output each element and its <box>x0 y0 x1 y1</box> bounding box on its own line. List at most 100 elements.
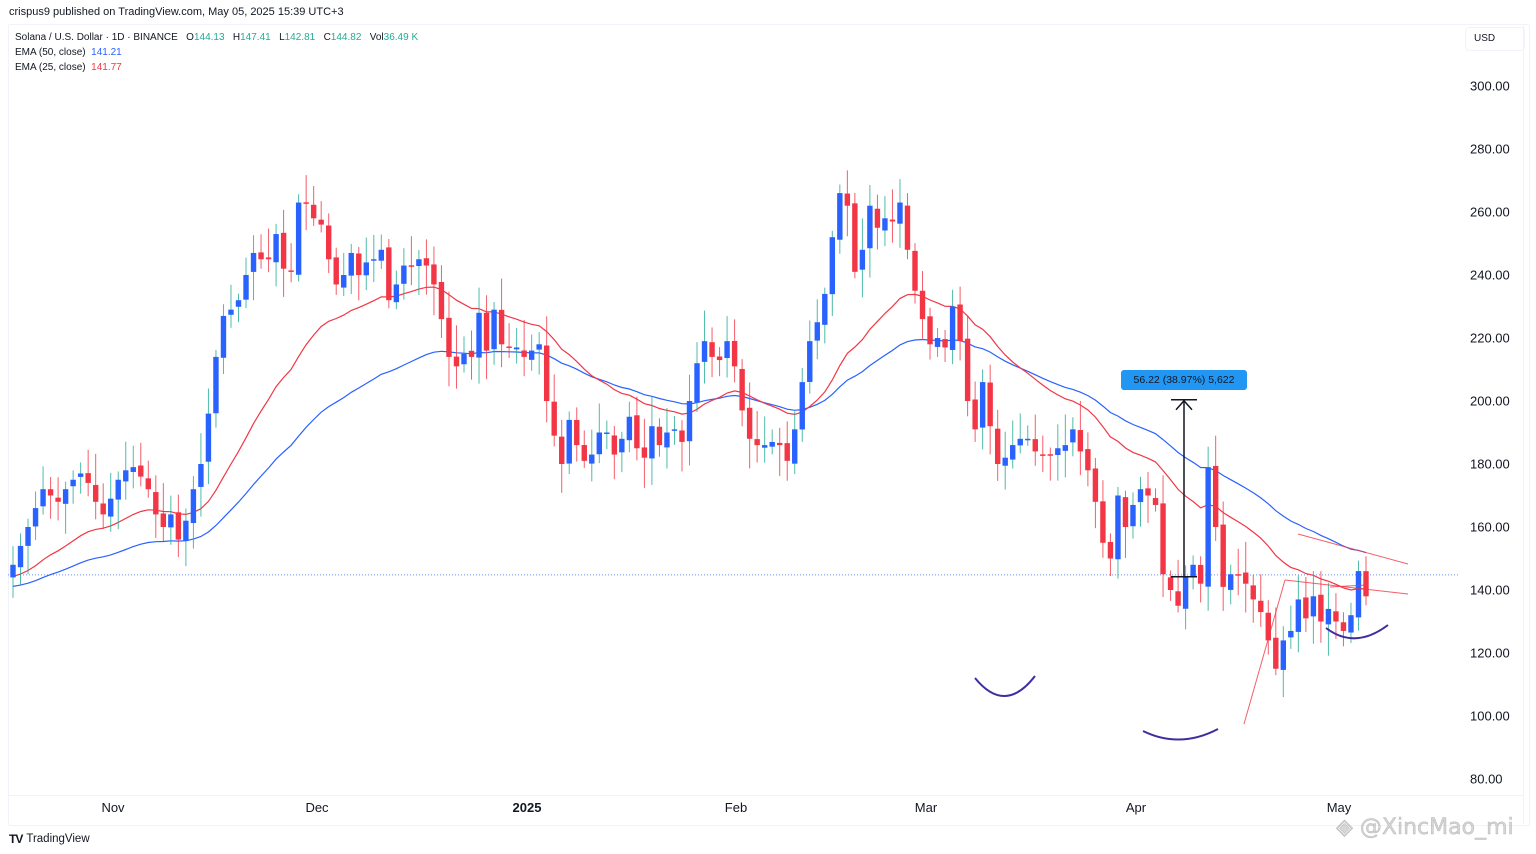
candle-body <box>1318 594 1324 622</box>
chart-frame <box>8 24 1530 826</box>
pennant-upper-line <box>1297 533 1409 565</box>
candle-body <box>777 442 783 446</box>
candle-body <box>160 513 167 527</box>
breakout-trendline <box>1243 579 1286 725</box>
candle-body <box>649 426 655 459</box>
candle-body <box>882 218 888 231</box>
candle-body <box>792 429 798 464</box>
high-value: 147.41 <box>240 32 271 43</box>
candle-body <box>1228 574 1234 590</box>
candle-body <box>1243 572 1249 584</box>
candle-body <box>1310 596 1317 617</box>
candle-body <box>784 443 790 461</box>
price-tick-label: 200.00 <box>1470 393 1510 409</box>
candle-body <box>1152 498 1159 505</box>
legend-ema50-row[interactable]: EMA (50, close) 141.21 <box>15 45 418 60</box>
candle-body <box>183 520 189 542</box>
candle-body <box>1002 457 1008 466</box>
price-tick-label: 260.00 <box>1470 204 1510 220</box>
candle-body <box>363 262 369 276</box>
candle-body <box>927 316 933 345</box>
ema50-value: 141.21 <box>91 47 122 58</box>
publisher-caption: crispus9 published on TradingView.com, M… <box>9 6 344 18</box>
candle-body <box>799 382 805 430</box>
candle-body <box>521 350 527 357</box>
candle-body <box>949 306 956 350</box>
candle-body <box>574 419 580 446</box>
time-tick-label: Apr <box>1125 800 1147 815</box>
candle-body <box>1258 600 1264 613</box>
candle-body <box>912 250 918 291</box>
candle-body <box>326 225 332 260</box>
candle-body <box>438 282 445 320</box>
candle-body <box>1092 468 1099 502</box>
candle-body <box>228 309 234 315</box>
candle-body <box>213 356 219 414</box>
candle-body <box>153 492 159 515</box>
candle-body <box>867 205 873 249</box>
candle-body <box>1280 640 1287 670</box>
candle-body <box>468 350 475 357</box>
candle-body <box>190 489 197 524</box>
candle-body <box>1235 574 1241 576</box>
candle-body <box>1137 489 1144 503</box>
candle-body <box>746 407 753 439</box>
candle-body <box>491 309 497 350</box>
candle-body <box>656 426 663 446</box>
candle-body <box>483 312 490 351</box>
candle-body <box>348 252 354 276</box>
candle-body <box>761 445 768 448</box>
candle-body <box>1032 439 1038 452</box>
currency-button[interactable]: USD <box>1465 27 1525 51</box>
candle-body <box>852 203 858 272</box>
candle-body <box>589 454 595 464</box>
candle-body <box>446 317 452 357</box>
time-tick-label: Mar <box>914 800 938 815</box>
time-axis[interactable] <box>8 795 1523 824</box>
candle-body <box>1197 564 1204 584</box>
candle-body <box>401 265 407 284</box>
low-label: L <box>279 32 285 43</box>
candle-body <box>559 436 565 464</box>
candle-body <box>100 503 106 515</box>
price-tick-label: 100.00 <box>1470 708 1510 724</box>
candle-body <box>498 309 505 345</box>
candle-body <box>265 257 272 260</box>
candle-body <box>528 350 535 360</box>
head-arc <box>1142 728 1219 741</box>
candle-body <box>1115 495 1121 560</box>
watermark: ◈ @XincMao_mi <box>1336 815 1514 841</box>
candle-body <box>123 470 129 482</box>
candle-body <box>1107 541 1114 559</box>
time-tick-label: Nov <box>101 800 125 815</box>
candle-body <box>694 363 700 403</box>
candle-body <box>671 429 678 431</box>
candle-body <box>987 382 993 427</box>
legend-ema25-row[interactable]: EMA (25, close) 141.77 <box>15 60 418 75</box>
candle-body <box>138 465 144 477</box>
symbol-title[interactable]: Solana / U.S. Dollar · 1D · BINANCE <box>15 32 178 43</box>
candle-body <box>664 432 670 448</box>
candle-body <box>724 341 730 358</box>
candle-body <box>145 478 151 490</box>
candle-body <box>679 430 685 442</box>
price-tick-label: 120.00 <box>1470 645 1510 661</box>
candle-body <box>85 473 91 483</box>
candle-body <box>1325 608 1332 625</box>
candle-body <box>235 300 242 307</box>
tradingview-logo[interactable]: TV TradingView <box>9 832 90 846</box>
candle-body <box>739 368 745 411</box>
candle-body <box>1160 503 1166 575</box>
candle-body <box>25 527 31 546</box>
price-axis-divider <box>1523 24 1524 824</box>
candle-body <box>1055 448 1061 455</box>
volume-label: Vol <box>369 32 384 43</box>
candle-body <box>1025 438 1031 441</box>
candle-body <box>378 249 385 261</box>
candle-body <box>416 259 422 267</box>
right-shoulder-arc <box>1325 624 1389 640</box>
candle-body <box>92 484 99 502</box>
candle-body <box>619 438 625 453</box>
open-value: 144.13 <box>193 32 225 43</box>
